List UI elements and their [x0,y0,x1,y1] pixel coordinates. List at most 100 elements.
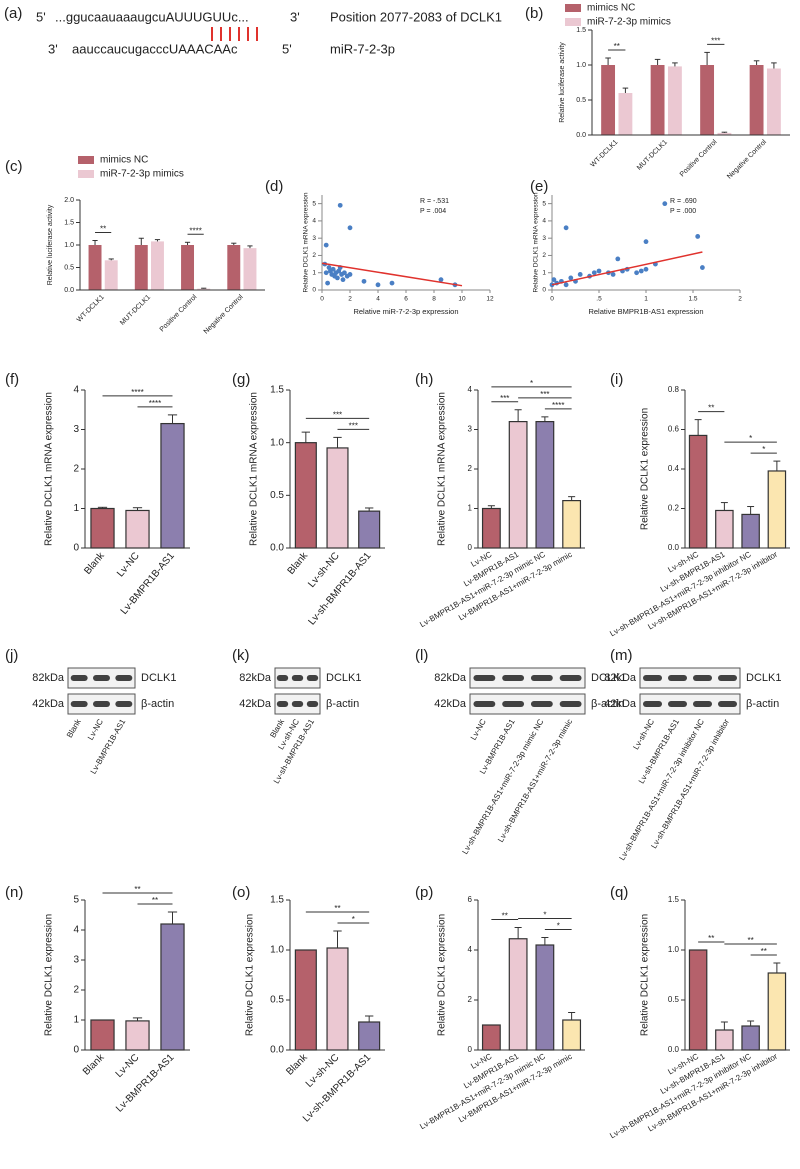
y-tick-label: 2 [73,985,79,996]
bar [90,1019,115,1051]
error-bar [773,460,781,471]
significance-label: *** [333,411,342,420]
y-tick-label: 1.0 [576,62,586,69]
x-tick-label: Negative Control [726,138,768,180]
x-tick-label: 2 [348,296,352,303]
bar [562,1019,582,1051]
panel-label: (n) [5,884,23,901]
y-tick-label: 1 [73,503,79,514]
bar [160,923,185,1051]
significance-label: ** [761,947,767,956]
bar [618,93,633,135]
marker-label: 42kDa [434,698,467,710]
blot-band [473,701,496,707]
significance-label: * [352,915,355,924]
point [347,272,353,277]
blot-band [643,701,662,707]
point [568,275,574,281]
y-tick-label: 3 [468,425,473,434]
y-tick-label: 0.6 [668,425,680,434]
blot-band [306,701,319,707]
panel-label: (g) [232,371,250,388]
significance-label: ** [134,885,140,894]
blot-band [559,701,582,707]
error-bar [167,414,178,424]
y-tick-label: 0.4 [668,464,680,473]
bar [688,434,708,549]
annotation: R = -.531 [420,198,449,205]
y-tick-label: 5 [312,200,316,207]
error-bar [605,57,611,65]
target-three: 3' [290,9,300,24]
point [634,270,639,276]
y-tick-label: 4 [542,218,546,225]
point [438,277,444,283]
point [591,270,597,276]
error-bar [694,419,702,436]
bar [766,68,781,135]
lane-label: Lv-sh-NC [631,717,656,751]
panel-label: (j) [5,647,18,664]
panel-label: (c) [5,158,23,175]
error-bar [721,131,728,133]
significance-label: * [557,922,560,931]
protein-label: β-actin [326,698,359,710]
panel-label: (m) [610,647,633,664]
bar [667,66,682,135]
y-axis-title: Relative luciferase activity [47,204,54,285]
y-tick-label: 0.0 [270,1045,284,1056]
error-bar [704,51,710,65]
target-sequence: ...ggucaauaaaugcuAUUUGUUc... [55,9,249,24]
y-axis-title: Relative DCLK1 mRNA expression [533,192,540,292]
significance-label: ** [100,225,106,234]
significance-label: * [749,434,752,443]
point [389,280,395,286]
error-bar [568,496,576,501]
bar [508,421,528,549]
point [615,256,621,262]
x-tick-label: Positive Control [679,138,719,178]
marker-label: 42kDa [239,698,272,710]
bar [150,241,164,290]
protein-label: DCLK1 [141,672,176,684]
error-bar [333,930,342,948]
bar [294,949,317,1051]
annotation: P = .004 [420,208,446,215]
error-bar [92,240,98,245]
y-tick-label: 4 [468,385,473,394]
significance-label: **** [552,401,564,410]
bar [294,442,317,549]
x-tick-label: MUT-DCLK1 [119,294,152,327]
y-axis-title: Relative DCLK1 expression [437,914,448,1036]
panel-label: (q) [610,884,628,901]
y-tick-label: 1 [73,1015,79,1026]
x-tick-label: 1 [644,296,648,303]
error-bar [773,962,781,973]
blot-frame [469,693,586,715]
y-tick-label: 3 [542,235,546,242]
point [337,202,343,208]
protein-label: DCLK1 [746,672,781,684]
blot-band [115,675,133,681]
bar [134,245,148,290]
significance-label: * [530,379,533,388]
annotation: R = .690 [670,198,697,205]
error-bar [514,409,522,422]
error-bar [747,506,755,515]
bar [562,500,582,549]
y-tick-label: 4 [73,925,79,936]
blot-band [306,675,319,681]
y-tick-label: 0.0 [64,287,74,294]
bar [326,947,349,1051]
significance-label: ** [152,896,158,905]
bar [125,1020,150,1051]
error-bar [333,436,342,448]
marker-label: 42kDa [604,698,637,710]
protein-label: DCLK1 [326,672,361,684]
point [323,242,329,248]
error-bar [97,506,108,509]
blot-band [276,675,289,681]
point [643,266,649,272]
protein-label: DCLK1 [591,672,626,684]
significance-label: ** [502,912,508,921]
